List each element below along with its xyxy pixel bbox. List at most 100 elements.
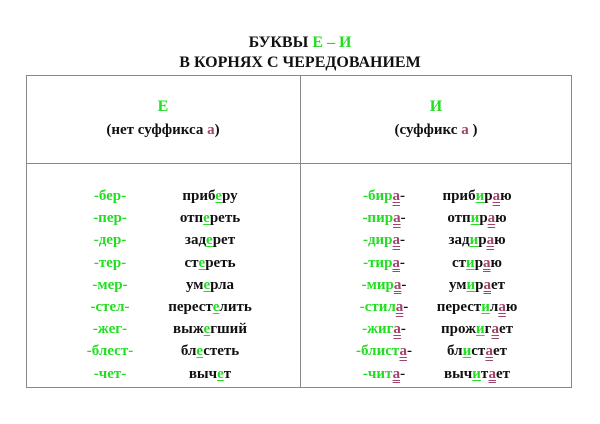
root-alternation: -бер- — [94, 188, 126, 205]
suffix-letter: а — [393, 321, 401, 338]
word-part: -дер- — [93, 232, 127, 249]
word-part: выч — [188, 365, 218, 382]
suffix-letter: а — [498, 299, 506, 315]
word-part: реть — [205, 254, 236, 271]
suffix-letter: а — [392, 254, 400, 271]
column-note: (нет суффикса — [106, 122, 208, 138]
word-part: ю — [500, 188, 512, 204]
root-alternation: -пер- — [93, 210, 127, 227]
word-part: - — [400, 321, 406, 338]
example-word: вычет — [189, 366, 231, 383]
example-word: стираю — [452, 255, 502, 272]
word-part: -бир — [363, 188, 393, 204]
root-alternation: -дира- — [363, 232, 405, 249]
word-part: -блист — [356, 343, 400, 360]
column-note-close: ) — [214, 122, 220, 138]
alternating-vowel: е — [203, 210, 210, 227]
column-note-close: ) — [468, 122, 478, 138]
suffix-letter: а — [395, 299, 404, 315]
example-word: задерет — [185, 232, 235, 249]
suffix-letter: а — [393, 276, 402, 293]
root-alternation: -стила- — [360, 299, 409, 316]
alternating-vowel: е — [215, 188, 222, 204]
word-part: приб — [442, 188, 476, 204]
word-part: -жег- — [92, 321, 128, 338]
root-alternation: -стел- — [90, 299, 129, 316]
example-word: перестелить — [168, 299, 252, 316]
suffix-letter: а — [492, 188, 501, 204]
column-letter: Е — [157, 98, 169, 115]
alternating-vowel: е — [217, 365, 224, 382]
suffix-letter: а — [487, 210, 496, 227]
word-part: бл — [180, 343, 197, 360]
alternating-vowel: и — [475, 188, 485, 204]
word-part: ю — [494, 232, 506, 249]
example-word: перестилаю — [437, 299, 518, 316]
word-part: -пер- — [93, 210, 127, 227]
suffix-letter: а — [399, 343, 407, 360]
alternating-vowel: и — [476, 321, 485, 338]
header-divider — [26, 163, 572, 164]
column-letter: И — [429, 98, 443, 115]
word-part: - — [401, 276, 407, 293]
root-alternation: -чита- — [363, 366, 405, 383]
word-part: ст — [184, 254, 199, 271]
word-part: р — [475, 276, 484, 293]
example-word: приберу — [182, 188, 237, 205]
root-alternation: -жига- — [362, 321, 406, 338]
root-alternation: -мер- — [92, 277, 127, 294]
example-word: умерла — [186, 277, 234, 294]
word-part: - — [400, 232, 406, 249]
alternating-vowel: и — [469, 232, 479, 249]
word-part: т — [480, 365, 489, 382]
title-line-2: В КОРНЯХ С ЧЕРЕДОВАНИЕМ — [179, 54, 421, 71]
root-alternation: -тира- — [363, 255, 405, 272]
word-part: ет — [491, 276, 506, 293]
suffix-letter: а — [488, 365, 496, 382]
word-part: ю — [495, 210, 507, 227]
word-part: выч — [443, 365, 473, 382]
word-part: -жиг — [362, 321, 394, 338]
suffix-letter: а — [485, 343, 493, 360]
alternating-vowel: и — [466, 276, 476, 293]
alternating-vowel: е — [203, 321, 211, 338]
word-part: ю — [505, 299, 518, 315]
word-part: -стел- — [90, 299, 130, 315]
word-part: выж — [173, 321, 204, 338]
suffix-letter: а — [491, 321, 499, 338]
alternating-vowel: и — [462, 343, 472, 360]
word-part: -стил — [359, 299, 396, 315]
word-part: ум — [448, 276, 467, 293]
root-alternation: -жег- — [93, 321, 127, 338]
word-part: - — [399, 188, 405, 204]
word-part: бл — [447, 343, 463, 360]
root-alternation: -дер- — [94, 232, 127, 249]
word-part: -мер- — [92, 276, 128, 293]
word-part: -тер- — [93, 254, 127, 271]
word-part: -дир — [362, 232, 393, 249]
word-part: - — [406, 343, 412, 360]
root-alternation: -бира- — [363, 188, 405, 205]
word-part: рла — [210, 276, 235, 293]
suffix-letter: а — [483, 254, 491, 271]
word-part: прож — [441, 321, 476, 338]
word-part: -тир — [363, 254, 393, 271]
title-letters: Е – И — [312, 34, 352, 51]
root-alternation: -блиста- — [356, 343, 412, 360]
word-part: зад — [184, 232, 207, 249]
word-part: приб — [182, 188, 216, 204]
column-header-e: Е (нет суффикса а) — [26, 98, 300, 139]
alternating-vowel: е — [198, 254, 206, 271]
word-part: лить — [219, 299, 252, 315]
word-part: ю — [490, 254, 502, 271]
word-part: ст — [471, 343, 486, 360]
example-word: задираю — [448, 232, 505, 249]
word-part: -чит — [362, 365, 393, 382]
alternating-vowel: и — [481, 299, 490, 315]
suffix-letter: а — [461, 122, 469, 138]
title-line-1: БУКВЫ Е – И — [0, 34, 600, 52]
suffix-letter: а — [483, 276, 492, 293]
word-part: отп — [447, 210, 471, 227]
column-header-i: И (суффикс а ) — [300, 98, 572, 139]
alternating-vowel: и — [470, 210, 480, 227]
